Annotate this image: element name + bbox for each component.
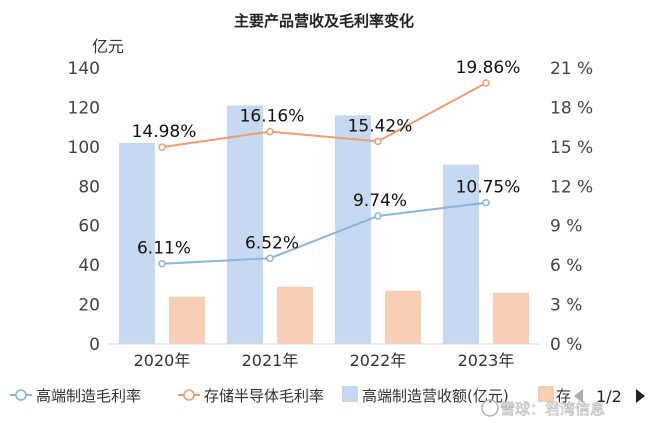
- data-label: 15.42%: [348, 116, 413, 136]
- legend-label: 高端制造营收额(亿元): [362, 387, 509, 405]
- line-point: [482, 79, 490, 87]
- bar-storage-revenue: [277, 286, 313, 344]
- legend-label: 存储半导体毛利率: [204, 387, 324, 405]
- triangle-right-icon[interactable]: [636, 389, 645, 403]
- data-label: 6.52%: [245, 233, 299, 253]
- line-point: [266, 127, 274, 136]
- legend-label: 存: [556, 387, 571, 405]
- y-right-tick-label: 18 %: [550, 98, 593, 118]
- y-right-tick-label: 21 %: [550, 59, 593, 79]
- x-tick-label: 2020年: [134, 351, 191, 370]
- legend-label: 高端制造毛利率: [36, 387, 141, 405]
- data-label: 6.11%: [137, 239, 191, 259]
- bars: [119, 105, 529, 344]
- y-left-tick-label: 60: [78, 217, 100, 237]
- y-left-tick-label: 120: [68, 98, 100, 118]
- x-tick-label: 2021年: [242, 351, 299, 370]
- line-point: [482, 198, 490, 207]
- triangle-left-icon[interactable]: [574, 389, 583, 403]
- y-left-unit: 亿元: [92, 37, 124, 56]
- legend-swatch-icon: [538, 386, 554, 402]
- bar-storage-revenue: [169, 296, 205, 344]
- y-right-tick-label: 6 %: [550, 256, 582, 276]
- legend-marker-icon: [15, 389, 27, 401]
- legend-item-high-end-revenue[interactable]: 高端制造营收额(亿元): [342, 386, 509, 405]
- legend: 高端制造毛利率 存储半导体毛利率 高端制造营收额(亿元) 存: [10, 386, 571, 405]
- pager-label: 1/2: [596, 387, 622, 406]
- bar-high-end-revenue: [443, 164, 479, 344]
- y-right-ticks: 0 % 3 % 6 % 9 % 12 % 15 % 18 % 21 %: [550, 59, 593, 355]
- bar-high-end-revenue: [227, 105, 263, 344]
- y-right-tick-label: 3 %: [550, 296, 582, 316]
- y-left-tick-label: 40: [78, 256, 100, 276]
- snowball-logo-icon: [481, 399, 499, 417]
- legend-item-storage-margin[interactable]: 存储半导体毛利率: [178, 387, 324, 405]
- legend-pager: 1/2: [574, 387, 645, 406]
- x-ticks: 2020年 2021年 2022年 2023年: [134, 351, 515, 370]
- y-right-tick-label: 9 %: [550, 217, 582, 237]
- data-label: 9.74%: [353, 191, 407, 211]
- line-point: [374, 137, 382, 146]
- x-tick-label: 2022年: [350, 351, 407, 370]
- data-label: 19.86%: [456, 58, 521, 78]
- watermark: 雪球：君湾信息: [481, 399, 605, 418]
- bar-high-end-revenue: [119, 142, 155, 344]
- y-right-tick-label: 15 %: [550, 138, 593, 158]
- y-left-tick-label: 100: [68, 138, 100, 158]
- legend-item-high-end-margin[interactable]: 高端制造毛利率: [10, 387, 141, 405]
- line-point: [374, 212, 382, 220]
- legend-marker-icon: [183, 389, 195, 401]
- line-point: [158, 143, 166, 151]
- y-left-tick-label: 20: [78, 296, 100, 316]
- chart-title: 主要产品营收及毛利率变化: [234, 12, 414, 30]
- watermark-text: 雪球：君湾信息: [500, 400, 605, 418]
- line-high-end-margin: [161, 201, 487, 265]
- y-left-ticks: 0 20 40 60 80 100 120 140: [68, 59, 100, 355]
- y-left-tick-label: 0: [89, 335, 100, 355]
- bar-storage-revenue: [493, 292, 529, 344]
- legend-item-storage-revenue[interactable]: 存: [538, 386, 571, 405]
- x-tick-label: 2023年: [458, 351, 515, 370]
- legend-swatch-icon: [342, 386, 358, 402]
- data-label: 16.16%: [240, 107, 305, 127]
- data-label: 14.98%: [132, 122, 197, 142]
- line-point: [158, 259, 166, 268]
- data-labels: 6.11% 6.52% 9.74% 10.75% 14.98% 16.16% 15.42% 1…: [132, 58, 521, 259]
- bar-storage-revenue: [385, 290, 421, 344]
- line-point: [266, 254, 274, 263]
- y-left-tick-label: 80: [78, 177, 100, 197]
- y-right-tick-label: 12 %: [550, 177, 593, 197]
- lines: [158, 79, 490, 268]
- y-right-tick-label: 0 %: [550, 335, 582, 355]
- line-storage-margin: [161, 82, 487, 149]
- y-left-tick-label: 140: [68, 59, 100, 79]
- data-label: 10.75%: [456, 178, 521, 198]
